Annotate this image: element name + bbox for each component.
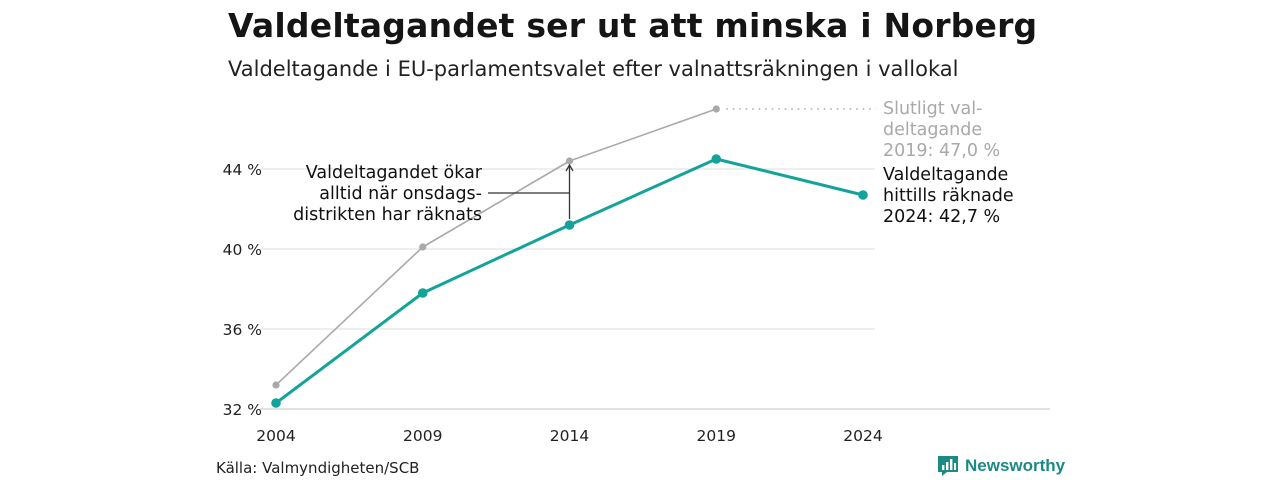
note-label: Valdeltagandet ökar xyxy=(306,163,483,183)
data-point-current xyxy=(564,220,575,230)
current-turnout-label: 2024: 42,7 % xyxy=(883,207,1000,227)
final-turnout-label: 2019: 47,0 % xyxy=(883,141,1000,161)
final-turnout-label: deltagande xyxy=(883,120,982,140)
current-turnout-label: hittills räknade xyxy=(883,186,1014,206)
brand-name: Newsworthy xyxy=(965,456,1066,475)
series-line-final xyxy=(275,108,717,386)
data-point-current xyxy=(271,398,281,408)
x-tick-label: 2014 xyxy=(550,427,589,445)
y-tick-label: 36 % xyxy=(223,321,262,339)
x-tick-label: 2009 xyxy=(403,427,442,445)
y-tick-label: 40 % xyxy=(223,241,262,259)
y-tick-label: 32 % xyxy=(223,401,262,419)
data-point-current xyxy=(711,154,722,164)
data-point-final xyxy=(419,243,427,251)
chart-subtitle: Valdeltagande i EU-parlamentsvalet efter… xyxy=(228,57,959,81)
note-label: distrikten har räknats xyxy=(293,205,482,225)
arrow-head xyxy=(565,163,574,172)
x-tick-label: 2024 xyxy=(843,427,882,445)
chart-title: Valdeltagandet ser ut att minska i Norbe… xyxy=(228,6,1038,45)
line-chart: 32 % 36 % 40 % 44 % 2004 2009 2014 2019 2024 Slu… xyxy=(223,99,1050,445)
data-point-final xyxy=(565,157,574,165)
brand-logo: Newsworthy xyxy=(937,455,1065,477)
x-tick-label: 2004 xyxy=(256,427,295,445)
y-tick-label: 44 % xyxy=(223,161,262,179)
source-note: Källa: Valmyndigheten/SCB xyxy=(216,459,420,477)
x-tick-label: 2019 xyxy=(697,427,736,445)
data-point-current xyxy=(858,190,868,200)
data-point-final xyxy=(272,381,280,389)
newsworthy-logo-icon xyxy=(938,456,958,476)
final-turnout-label: Slutligt val- xyxy=(883,99,982,119)
data-point-current xyxy=(417,288,428,298)
data-point-final xyxy=(712,105,720,113)
note-label: alltid när onsdags- xyxy=(319,184,482,204)
current-turnout-label: Valdeltagande xyxy=(883,165,1008,185)
